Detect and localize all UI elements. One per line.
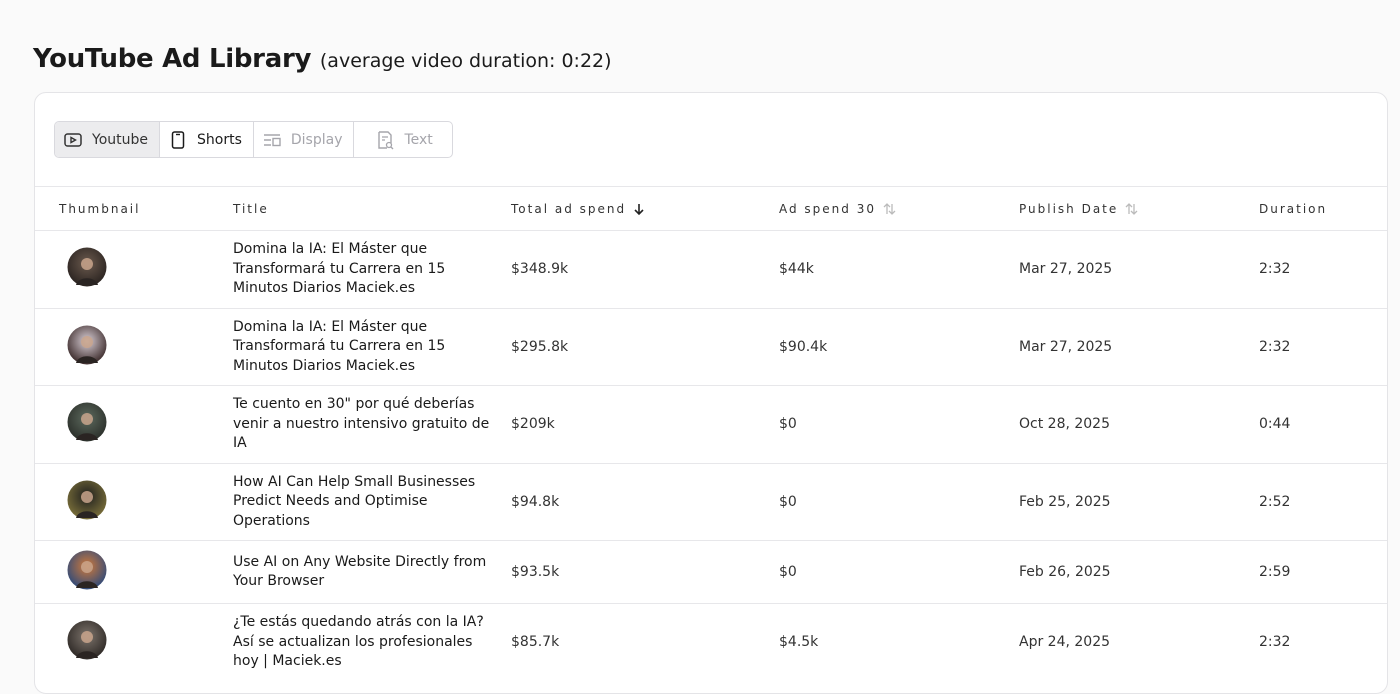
cell: $93.5k bbox=[511, 564, 560, 580]
cell: 0:44 bbox=[1259, 416, 1291, 433]
thumbnail[interactable] bbox=[67, 247, 107, 287]
table-row[interactable]: Domina la IA: El Máster que Transformará… bbox=[35, 230, 1387, 308]
cell: $90.4k bbox=[779, 338, 828, 355]
library-card: Youtube Shorts Display Text Thumbnail Title T… bbox=[34, 92, 1388, 694]
tab-label: Youtube bbox=[92, 131, 148, 148]
table-row[interactable]: Domina la IA: El Máster que Transformará… bbox=[35, 307, 1387, 386]
tab[interactable]: Display bbox=[254, 122, 355, 157]
thumbnail-cell bbox=[59, 620, 233, 664]
column-label: Publish Date bbox=[1019, 202, 1119, 216]
video-title: Domina la IA: El Máster que Transformará… bbox=[233, 241, 446, 296]
thumbnail-cell bbox=[59, 550, 233, 594]
cell: Oct 28, 2025 bbox=[1019, 416, 1110, 433]
cell: Feb 25, 2025 bbox=[1019, 493, 1111, 510]
table-header: Thumbnail Title Total ad spend Ad spend 30 P… bbox=[35, 186, 1387, 231]
tab-label: Shorts bbox=[197, 131, 242, 148]
sort-icon[interactable] bbox=[1124, 202, 1139, 216]
cell: $0 bbox=[779, 493, 797, 510]
tab-icon bbox=[378, 130, 394, 149]
column-header: Thumbnail bbox=[59, 202, 233, 216]
table-row[interactable]: Use AI on Any Website Directly from Your… bbox=[35, 540, 1387, 603]
body: YouTube Ad Library (average video durati… bbox=[33, 44, 1388, 694]
thumbnail-cell bbox=[59, 325, 233, 369]
column-header[interactable]: Publish Date bbox=[1019, 202, 1259, 216]
cell: $0 bbox=[779, 564, 797, 580]
thumbnail-cell bbox=[59, 247, 233, 291]
thumbnail-cell bbox=[59, 480, 233, 524]
tab-group: Youtube Shorts Display Text bbox=[54, 121, 453, 158]
column-label: Title bbox=[233, 202, 269, 216]
thumbnail[interactable] bbox=[67, 480, 107, 520]
thumbnail[interactable] bbox=[67, 620, 107, 660]
table-body: Domina la IA: El Máster que Transformará… bbox=[35, 230, 1387, 681]
cell: 2:32 bbox=[1259, 338, 1291, 355]
tab[interactable]: Shorts bbox=[160, 122, 254, 157]
tab[interactable]: Text bbox=[354, 122, 451, 157]
video-title: Domina la IA: El Máster que Transformará… bbox=[233, 318, 446, 374]
tab[interactable]: Youtube bbox=[55, 122, 160, 157]
cell: 2:52 bbox=[1259, 493, 1291, 510]
cell: $348.9k bbox=[511, 261, 569, 278]
video-title: Te cuento en 30" por qué deberías venir … bbox=[233, 396, 490, 451]
column-header[interactable]: Ad spend 30 bbox=[779, 202, 1019, 216]
cell: 2:32 bbox=[1259, 634, 1291, 651]
cell: $4.5k bbox=[779, 634, 819, 651]
thumbnail[interactable] bbox=[67, 325, 107, 365]
page-title: YouTube Ad Library (average video durati… bbox=[33, 44, 612, 74]
column-label: Ad spend 30 bbox=[779, 202, 876, 216]
table-row[interactable]: ¿Te estás quedando atrás con la IA? Así … bbox=[35, 603, 1387, 681]
subtitle: (average video duration: 0:22) bbox=[319, 50, 612, 72]
cell: $0 bbox=[779, 416, 797, 433]
cell: $209k bbox=[511, 416, 555, 433]
cell: Apr 24, 2025 bbox=[1019, 634, 1111, 651]
video-title: Use AI on Any Website Directly from Your… bbox=[233, 553, 487, 590]
column-header: Title bbox=[233, 202, 511, 216]
tab-label: Display bbox=[290, 131, 343, 148]
video-title: How AI Can Help Small Businesses Predict… bbox=[233, 473, 476, 529]
cell: $295.8k bbox=[511, 338, 569, 355]
sort-icon[interactable] bbox=[882, 202, 897, 216]
table-row[interactable]: Te cuento en 30" por qué deberías venir … bbox=[35, 385, 1387, 463]
thumbnail[interactable] bbox=[67, 550, 107, 590]
thumbnail[interactable] bbox=[67, 402, 107, 442]
tab-icon bbox=[171, 130, 185, 149]
cell: 2:32 bbox=[1259, 261, 1291, 278]
cell: Mar 27, 2025 bbox=[1019, 338, 1113, 355]
tab-label: Text bbox=[404, 131, 433, 148]
cell: $85.7k bbox=[511, 634, 560, 651]
cell: $44k bbox=[779, 261, 814, 278]
video-title: ¿Te estás quedando atrás con la IA? Así … bbox=[233, 614, 484, 669]
cell: Feb 26, 2025 bbox=[1019, 564, 1111, 580]
column-label: Thumbnail bbox=[59, 202, 141, 216]
tab-icon bbox=[64, 132, 82, 147]
column-label: Total ad spend bbox=[511, 202, 627, 216]
column-header: Duration bbox=[1259, 202, 1387, 216]
sort-icon[interactable] bbox=[632, 202, 647, 216]
tab-icon bbox=[263, 133, 281, 146]
column-header[interactable]: Total ad spend bbox=[511, 202, 779, 216]
column-label: Duration bbox=[1259, 202, 1328, 216]
cell: 2:59 bbox=[1259, 564, 1291, 580]
table-row[interactable]: How AI Can Help Small Businesses Predict… bbox=[35, 462, 1387, 541]
thumbnail-cell bbox=[59, 402, 233, 446]
page: {"header": {"title": "YouTube Ad Library… bbox=[33, 44, 1388, 694]
cell: $94.8k bbox=[511, 493, 560, 510]
cell: Mar 27, 2025 bbox=[1019, 261, 1113, 278]
title: YouTube Ad Library bbox=[33, 44, 312, 74]
